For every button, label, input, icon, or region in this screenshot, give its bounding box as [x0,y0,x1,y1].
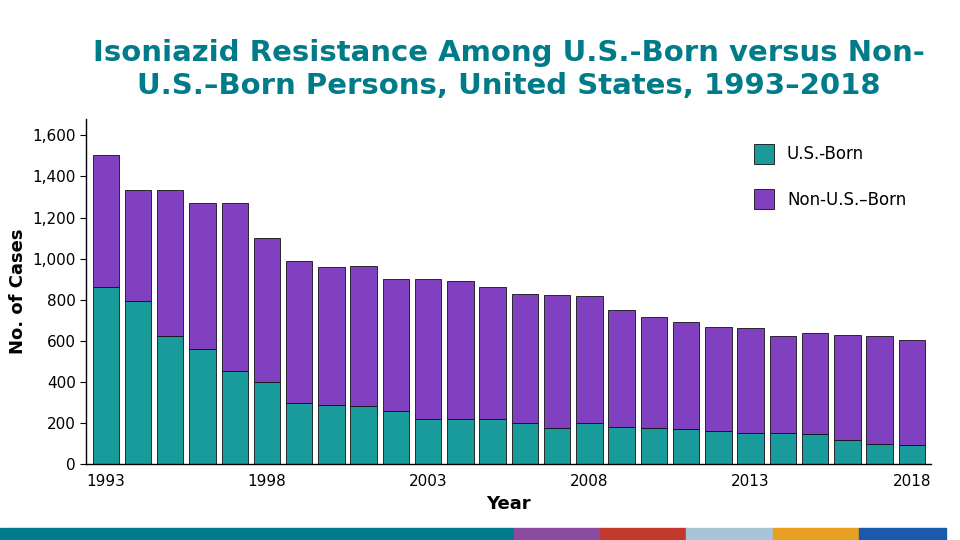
Bar [512,294,539,423]
Bar [318,405,345,464]
Bar [834,335,860,440]
Bar [802,333,828,434]
Bar [544,428,570,464]
Bar [866,336,893,444]
Bar [899,445,925,464]
Bar [286,261,312,403]
Bar [673,322,700,429]
Bar [609,310,635,427]
Bar [576,296,603,423]
Bar [92,287,119,464]
X-axis label: Year: Year [487,495,531,512]
Bar [899,340,925,445]
Bar [512,423,539,464]
Bar [770,433,796,464]
Bar [253,382,280,464]
Bar [92,155,119,287]
Bar [737,328,764,433]
Bar [447,419,473,464]
Bar [673,429,700,464]
Bar [222,203,248,371]
Bar [640,428,667,464]
Bar [706,431,732,464]
Bar [189,349,216,464]
Bar [253,238,280,382]
Bar [415,419,442,464]
Bar [479,419,506,464]
Bar [286,403,312,464]
Bar [770,336,796,433]
Bar [318,267,345,405]
Bar [415,279,442,419]
Bar [544,295,570,428]
Bar [383,411,409,464]
Y-axis label: No. of Cases: No. of Cases [9,229,27,354]
Bar [802,434,828,464]
Bar [125,301,152,464]
Legend: U.S.-Born, Non-U.S.–Born: U.S.-Born, Non-U.S.–Born [737,127,923,226]
Bar [222,371,248,464]
Bar [447,281,473,419]
Bar [834,440,860,464]
Bar [640,318,667,428]
Bar [576,423,603,464]
Bar [350,406,377,464]
Bar [157,190,183,336]
Bar [189,203,216,349]
Bar [350,266,377,406]
Bar [609,427,635,464]
Bar [479,287,506,419]
Bar [706,327,732,431]
Bar [125,190,152,301]
Bar [866,444,893,464]
Bar [383,279,409,411]
Bar [737,433,764,464]
Title: Isoniazid Resistance Among U.S.-Born versus Non-
U.S.–Born Persons, United State: Isoniazid Resistance Among U.S.-Born ver… [93,39,924,100]
Bar [157,336,183,464]
